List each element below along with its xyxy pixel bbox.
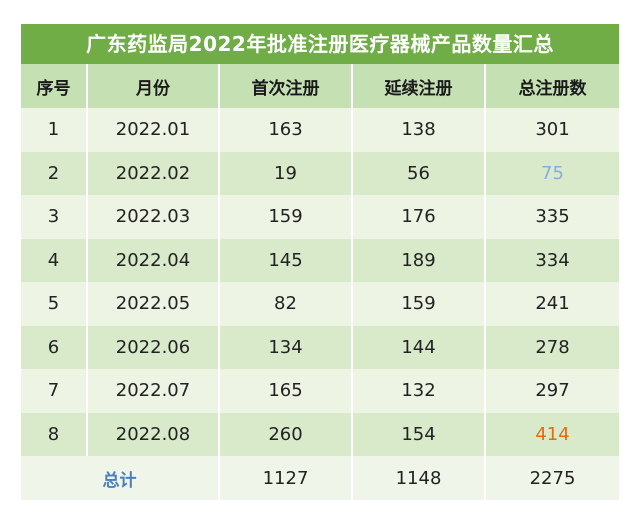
cell-first: 134 bbox=[218, 325, 352, 369]
header-first-registration: 首次注册 bbox=[218, 64, 352, 108]
cell-first: 163 bbox=[218, 108, 352, 152]
summary-table-card: 广东药监局2022年批准注册医疗器械产品数量汇总 序号 月份 首次注册 延续注册… bbox=[21, 24, 619, 500]
cell-first: 145 bbox=[218, 238, 352, 282]
cell-total: 278 bbox=[484, 325, 619, 369]
table-title: 广东药监局2022年批准注册医疗器械产品数量汇总 bbox=[21, 24, 619, 64]
cell-first: 19 bbox=[218, 151, 352, 195]
registration-table: 序号 月份 首次注册 延续注册 总注册数 1 2022.01 163 138 3… bbox=[21, 64, 619, 500]
cell-no: 6 bbox=[21, 325, 87, 369]
cell-renewal: 144 bbox=[351, 325, 485, 369]
header-no: 序号 bbox=[21, 64, 87, 108]
cell-no: 3 bbox=[21, 195, 87, 239]
header-total-registrations: 总注册数 bbox=[484, 64, 619, 108]
header-row: 序号 月份 首次注册 延续注册 总注册数 bbox=[21, 64, 619, 108]
table-row: 7 2022.07 165 132 297 bbox=[21, 369, 619, 413]
cell-no: 4 bbox=[21, 238, 87, 282]
cell-first: 260 bbox=[218, 412, 352, 456]
cell-renewal: 159 bbox=[351, 282, 485, 326]
header-month: 月份 bbox=[86, 64, 219, 108]
cell-total: 241 bbox=[484, 282, 619, 326]
summary-label: 总计 bbox=[21, 456, 219, 500]
cell-renewal: 132 bbox=[351, 369, 485, 413]
cell-no: 8 bbox=[21, 412, 87, 456]
cell-total: 334 bbox=[484, 238, 619, 282]
cell-month: 2022.01 bbox=[86, 108, 219, 152]
cell-month: 2022.02 bbox=[86, 151, 219, 195]
cell-month: 2022.04 bbox=[86, 238, 219, 282]
cell-month: 2022.03 bbox=[86, 195, 219, 239]
cell-renewal: 56 bbox=[351, 151, 485, 195]
cell-total: 301 bbox=[484, 108, 619, 152]
table-row: 5 2022.05 82 159 241 bbox=[21, 282, 619, 326]
summary-first: 1127 bbox=[218, 456, 352, 500]
table-row: 4 2022.04 145 189 334 bbox=[21, 238, 619, 282]
cell-no: 5 bbox=[21, 282, 87, 326]
cell-total-max: 414 bbox=[484, 412, 619, 456]
cell-no: 7 bbox=[21, 369, 87, 413]
cell-total: 335 bbox=[484, 195, 619, 239]
cell-renewal: 176 bbox=[351, 195, 485, 239]
summary-renewal: 1148 bbox=[351, 456, 485, 500]
table-row: 8 2022.08 260 154 414 bbox=[21, 412, 619, 456]
table-row: 3 2022.03 159 176 335 bbox=[21, 195, 619, 239]
cell-total: 297 bbox=[484, 369, 619, 413]
cell-renewal: 138 bbox=[351, 108, 485, 152]
summary-total: 2275 bbox=[484, 456, 619, 500]
cell-no: 2 bbox=[21, 151, 87, 195]
table-row: 6 2022.06 134 144 278 bbox=[21, 325, 619, 369]
cell-first: 159 bbox=[218, 195, 352, 239]
cell-month: 2022.05 bbox=[86, 282, 219, 326]
cell-month: 2022.06 bbox=[86, 325, 219, 369]
cell-month: 2022.08 bbox=[86, 412, 219, 456]
cell-renewal: 189 bbox=[351, 238, 485, 282]
table-row: 2 2022.02 19 56 75 bbox=[21, 151, 619, 195]
cell-renewal: 154 bbox=[351, 412, 485, 456]
cell-first: 82 bbox=[218, 282, 352, 326]
table-row: 1 2022.01 163 138 301 bbox=[21, 108, 619, 152]
header-renewal-registration: 延续注册 bbox=[351, 64, 485, 108]
summary-row: 总计 1127 1148 2275 bbox=[21, 456, 619, 500]
cell-first: 165 bbox=[218, 369, 352, 413]
cell-month: 2022.07 bbox=[86, 369, 219, 413]
cell-no: 1 bbox=[21, 108, 87, 152]
cell-total-min: 75 bbox=[484, 151, 619, 195]
